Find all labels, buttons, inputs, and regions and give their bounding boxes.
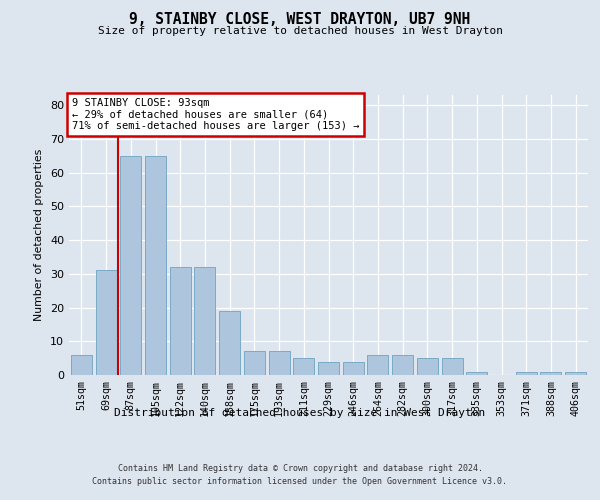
Bar [541,372,562,375]
Bar [145,156,166,375]
Y-axis label: Number of detached properties: Number of detached properties [34,149,44,321]
Bar [293,358,314,375]
Bar [516,372,537,375]
Bar [219,311,240,375]
Bar [170,267,191,375]
Text: 9, STAINBY CLOSE, WEST DRAYTON, UB7 9NH: 9, STAINBY CLOSE, WEST DRAYTON, UB7 9NH [130,12,470,28]
Bar [466,372,487,375]
Bar [442,358,463,375]
Bar [120,156,141,375]
Bar [269,352,290,375]
Text: Size of property relative to detached houses in West Drayton: Size of property relative to detached ho… [97,26,503,36]
Bar [71,355,92,375]
Bar [95,270,116,375]
Bar [244,352,265,375]
Text: Distribution of detached houses by size in West Drayton: Distribution of detached houses by size … [115,408,485,418]
Bar [343,362,364,375]
Text: Contains public sector information licensed under the Open Government Licence v3: Contains public sector information licen… [92,477,508,486]
Bar [417,358,438,375]
Bar [194,267,215,375]
Bar [565,372,586,375]
Text: Contains HM Land Registry data © Crown copyright and database right 2024.: Contains HM Land Registry data © Crown c… [118,464,482,473]
Text: 9 STAINBY CLOSE: 93sqm
← 29% of detached houses are smaller (64)
71% of semi-det: 9 STAINBY CLOSE: 93sqm ← 29% of detached… [71,98,359,131]
Bar [318,362,339,375]
Bar [367,355,388,375]
Bar [392,355,413,375]
